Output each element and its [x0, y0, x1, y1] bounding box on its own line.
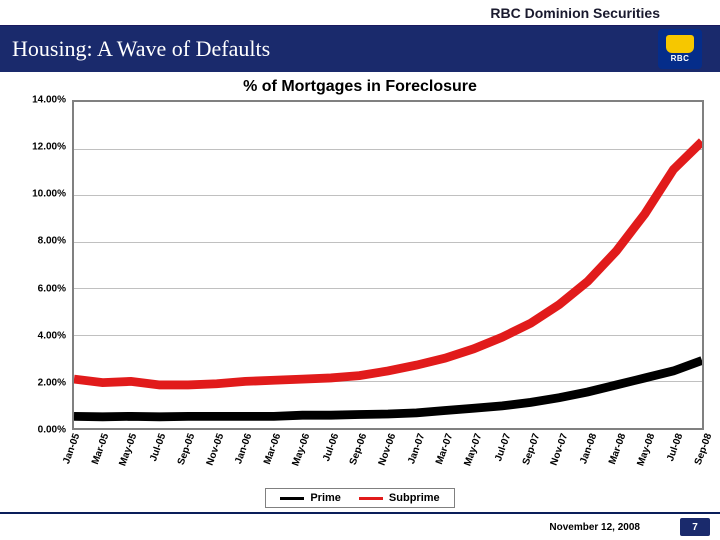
chart-legend: Prime Subprime [265, 488, 454, 508]
x-tick-label: Sep-08 [693, 432, 715, 467]
x-tick-label: Sep-05 [176, 432, 198, 467]
x-tick-label: Mar-05 [90, 432, 111, 466]
y-tick-label: 2.00% [38, 377, 66, 388]
x-tick-label: Jan-06 [234, 432, 255, 466]
chart-svg [74, 102, 702, 428]
x-tick-label: Jan-07 [406, 432, 427, 466]
x-tick-label: Mar-07 [434, 432, 455, 466]
y-tick-label: 12.00% [32, 142, 66, 153]
legend-swatch [359, 497, 383, 500]
slide-footer: November 12, 2008 7 [0, 514, 720, 540]
x-tick-label: Jan-08 [578, 432, 599, 466]
shield-icon [666, 35, 694, 53]
x-tick-label: Nov-06 [377, 432, 399, 467]
x-tick-label: Nov-07 [549, 432, 571, 467]
rbc-logo-text: RBC [671, 54, 690, 63]
y-axis: 0.00%2.00%4.00%6.00%8.00%10.00%12.00%14.… [16, 100, 68, 430]
plot-area [72, 100, 704, 430]
plot-row: 0.00%2.00%4.00%6.00%8.00%10.00%12.00%14.… [16, 100, 704, 430]
y-tick-label: 10.00% [32, 189, 66, 200]
x-tick-label: Jul-07 [493, 432, 513, 463]
footer-date: November 12, 2008 [549, 522, 640, 533]
x-tick-label: May-05 [118, 432, 140, 468]
legend-item: Subprime [359, 492, 440, 504]
x-tick-label: Nov-05 [204, 432, 226, 467]
x-tick-label: May-08 [635, 432, 657, 468]
x-tick-label: Jul-05 [148, 432, 168, 463]
x-tick-label: Jul-08 [665, 432, 685, 463]
x-tick-label: May-07 [463, 432, 485, 468]
y-tick-label: 6.00% [38, 283, 66, 294]
x-tick-label: Jan-05 [61, 432, 82, 466]
x-tick-label: Sep-06 [348, 432, 370, 467]
legend-swatch [280, 497, 304, 500]
x-tick-label: May-06 [290, 432, 312, 468]
content-area: % of Mortgages in Foreclosure 0.00% 2.00%… [0, 72, 720, 512]
chart-container: % of Mortgages in Foreclosure 0.00% 2.00%… [16, 78, 704, 512]
legend-label: Subprime [389, 492, 440, 504]
page-number: 7 [680, 518, 710, 536]
slide-header: Housing: A Wave of Defaults RBC [0, 26, 720, 72]
legend-label: Prime [310, 492, 341, 504]
brand-bar: RBC Dominion Securities [0, 0, 720, 26]
page-title: Housing: A Wave of Defaults [12, 36, 270, 62]
x-tick-label: Sep-07 [520, 432, 542, 467]
x-tick-label: Mar-08 [607, 432, 628, 466]
legend-item: Prime [280, 492, 341, 504]
x-tick-label: Jul-06 [321, 432, 341, 463]
y-tick-label: 14.00% [32, 95, 66, 106]
rbc-logo: RBC [658, 29, 702, 69]
chart-title: % of Mortgages in Foreclosure [16, 78, 704, 96]
brand-label: RBC Dominion Securities [490, 5, 660, 21]
y-tick-label: 8.00% [38, 236, 66, 247]
y-tick-label: 4.00% [38, 330, 66, 341]
y-tick-label: 0.00% [38, 425, 66, 436]
series-subprime [74, 142, 702, 385]
x-axis: Jan-05Mar-05May-05Jul-05Sep-05Nov-05Jan-… [72, 430, 704, 486]
x-tick-label: Mar-06 [262, 432, 283, 466]
